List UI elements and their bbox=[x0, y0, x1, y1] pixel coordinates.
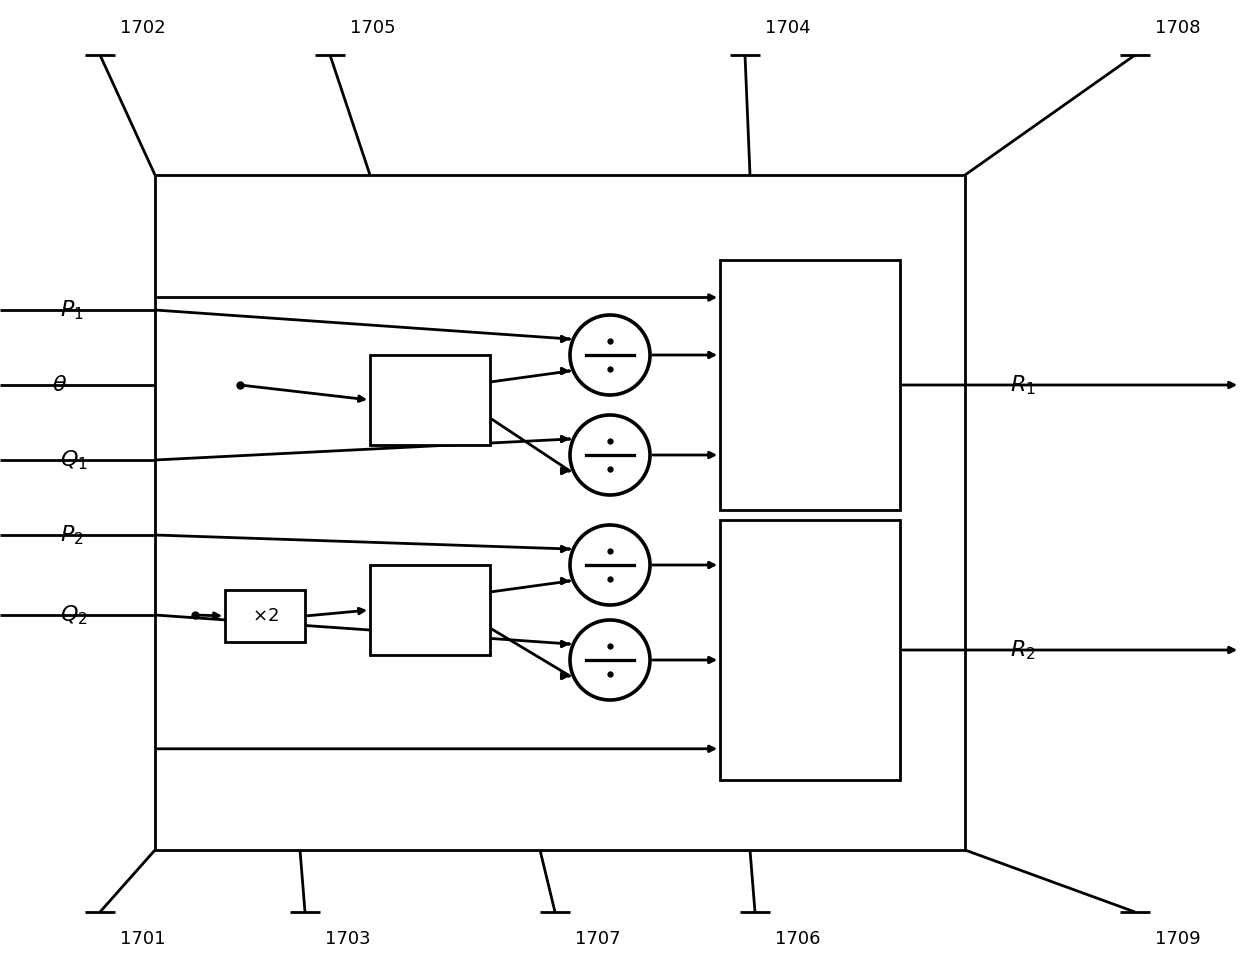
Text: 1709: 1709 bbox=[1154, 930, 1200, 948]
Text: $Q_1$: $Q_1$ bbox=[60, 448, 88, 472]
Text: 1701: 1701 bbox=[120, 930, 165, 948]
Bar bbox=[720, 260, 900, 510]
Circle shape bbox=[570, 315, 650, 395]
Text: 1707: 1707 bbox=[575, 930, 621, 948]
Text: 1703: 1703 bbox=[325, 930, 371, 948]
Bar bbox=[720, 520, 900, 780]
Text: $P_2$: $P_2$ bbox=[60, 523, 83, 546]
Bar bbox=[370, 565, 490, 655]
Circle shape bbox=[570, 525, 650, 605]
Text: 1706: 1706 bbox=[775, 930, 821, 948]
Text: $\times 2$: $\times 2$ bbox=[252, 607, 279, 625]
Text: $\theta$: $\theta$ bbox=[52, 375, 67, 395]
Text: 1708: 1708 bbox=[1154, 19, 1200, 37]
Bar bbox=[224, 590, 305, 642]
Text: 1702: 1702 bbox=[120, 19, 166, 37]
Bar bbox=[155, 175, 965, 850]
Bar bbox=[370, 355, 490, 445]
Text: $Q_2$: $Q_2$ bbox=[60, 603, 88, 627]
Text: $P_1$: $P_1$ bbox=[60, 298, 84, 322]
Text: 1704: 1704 bbox=[765, 19, 811, 37]
Text: $R_2$: $R_2$ bbox=[1011, 638, 1035, 661]
Circle shape bbox=[570, 415, 650, 495]
Text: $R_1$: $R_1$ bbox=[1011, 373, 1035, 396]
Circle shape bbox=[570, 620, 650, 700]
Text: 1705: 1705 bbox=[350, 19, 396, 37]
